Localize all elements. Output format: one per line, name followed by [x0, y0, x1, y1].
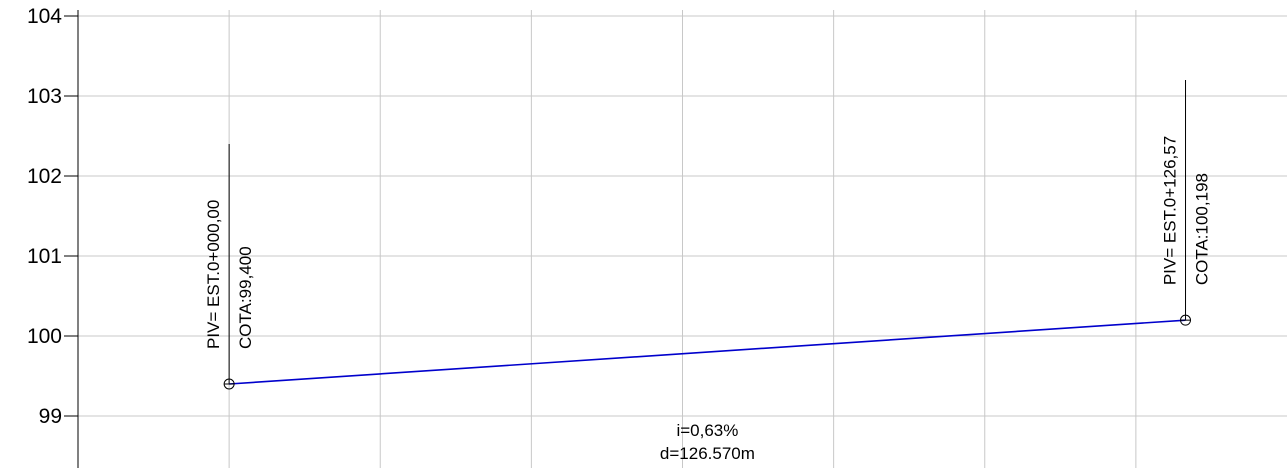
distance-label: d=126.570m	[660, 444, 755, 463]
y-axis: 99 100 101 102 103 104	[27, 5, 79, 468]
y-tick-label: 100	[27, 325, 62, 348]
grid	[78, 10, 1287, 468]
y-tick-label: 99	[39, 405, 62, 428]
pi-station-label: PIV= EST.0+126,57	[1161, 136, 1180, 285]
profile-series	[223, 314, 1192, 390]
pi-elevation-label: COTA:100,198	[1193, 173, 1212, 285]
pi-stakes	[228, 80, 1187, 384]
y-tick-label: 102	[27, 165, 62, 188]
y-tick-label: 103	[27, 85, 62, 108]
annotations: PIV= EST.0+000,00 COTA:99,400 PIV= EST.0+1…	[204, 136, 1211, 463]
pi-station-label: PIV= EST.0+000,00	[204, 200, 223, 349]
y-tick-label: 104	[27, 5, 62, 28]
pi-elevation-label: COTA:99,400	[236, 246, 255, 349]
profile-line	[229, 319, 1186, 385]
slope-label: i=0,63%	[676, 421, 738, 440]
y-tick-label: 101	[27, 245, 62, 268]
